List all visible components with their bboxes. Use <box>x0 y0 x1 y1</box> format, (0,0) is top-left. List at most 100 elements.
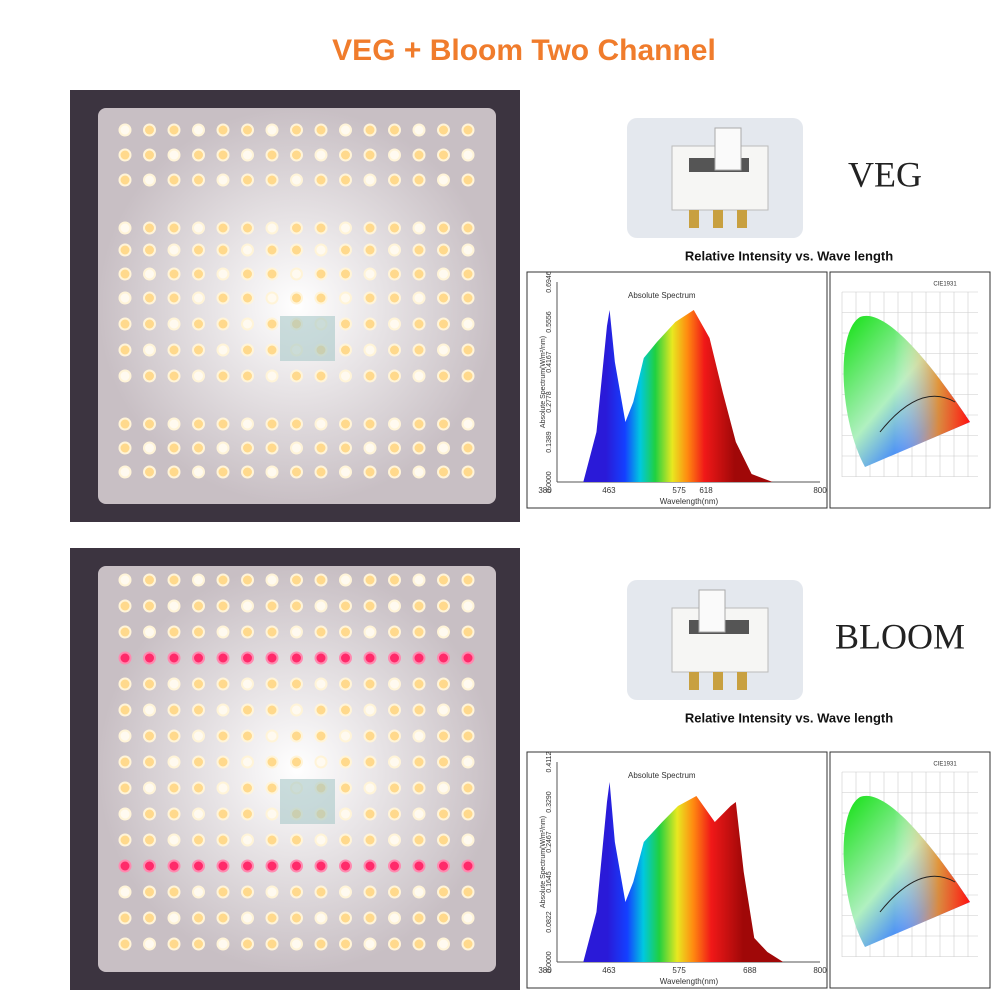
led <box>437 833 450 847</box>
led <box>118 911 132 925</box>
switch-pin <box>713 672 723 690</box>
led <box>339 173 352 187</box>
led <box>363 173 377 187</box>
led <box>388 807 401 821</box>
led <box>314 465 328 479</box>
led <box>290 465 303 479</box>
led <box>118 703 132 717</box>
led <box>314 937 328 951</box>
led <box>216 599 230 613</box>
led <box>363 417 377 431</box>
led <box>265 243 279 257</box>
led <box>265 651 279 665</box>
mode-label: VEG <box>848 154 922 194</box>
led <box>192 651 205 665</box>
planckian-locus <box>879 395 956 433</box>
x-tick-label: 800 <box>813 966 827 975</box>
led <box>363 441 377 455</box>
led <box>314 703 328 717</box>
led <box>363 755 377 769</box>
led <box>265 221 279 235</box>
led <box>167 221 181 235</box>
y-axis-label: Absolute Spectrum(W/m²/nm) <box>540 816 547 908</box>
led <box>265 573 279 587</box>
led <box>339 625 352 639</box>
led <box>265 148 279 162</box>
led <box>290 755 303 769</box>
led <box>192 625 205 639</box>
led <box>241 859 254 873</box>
led <box>388 267 401 281</box>
led <box>363 833 377 847</box>
led <box>192 343 205 357</box>
led <box>388 317 401 331</box>
led <box>118 267 132 281</box>
cie-locus-red <box>843 795 970 947</box>
led <box>143 755 156 769</box>
led <box>216 417 230 431</box>
led <box>461 937 475 951</box>
led <box>437 729 450 743</box>
led <box>339 729 352 743</box>
led <box>265 369 279 383</box>
led <box>290 243 303 257</box>
led <box>461 781 475 795</box>
switch-knob <box>698 589 726 633</box>
led <box>192 221 205 235</box>
led <box>388 833 401 847</box>
led <box>339 573 352 587</box>
led <box>143 703 156 717</box>
led <box>412 677 426 691</box>
x-tick-label: 463 <box>602 966 616 975</box>
led <box>143 833 156 847</box>
led <box>363 317 377 331</box>
switch-pin <box>689 210 699 228</box>
led <box>339 677 352 691</box>
led <box>437 465 450 479</box>
led <box>241 267 254 281</box>
led <box>339 148 352 162</box>
led <box>216 291 230 305</box>
led <box>143 573 156 587</box>
led <box>314 625 328 639</box>
x-tick-label: 575 <box>672 966 686 975</box>
led <box>290 703 303 717</box>
led <box>412 859 426 873</box>
led <box>167 148 181 162</box>
led <box>167 267 181 281</box>
led <box>241 148 254 162</box>
led <box>388 243 401 257</box>
led <box>412 781 426 795</box>
led <box>388 573 401 587</box>
led <box>290 441 303 455</box>
led <box>167 833 181 847</box>
led <box>388 599 401 613</box>
led <box>265 937 279 951</box>
led <box>216 677 230 691</box>
led <box>192 677 205 691</box>
led <box>290 651 303 665</box>
led <box>388 859 401 873</box>
led <box>216 123 230 137</box>
led <box>412 123 426 137</box>
led <box>412 317 426 331</box>
led <box>314 267 328 281</box>
led <box>143 221 156 235</box>
led <box>167 807 181 821</box>
led <box>461 703 475 717</box>
led <box>437 267 450 281</box>
led <box>339 465 352 479</box>
led <box>265 859 279 873</box>
led <box>143 317 156 331</box>
y-tick-label: 0.2778 <box>546 391 553 413</box>
y-tick-label: 0.4112 <box>546 751 553 772</box>
led <box>216 573 230 587</box>
led <box>437 417 450 431</box>
led <box>265 885 279 899</box>
x-tick-label: 688 <box>743 966 757 975</box>
led <box>167 859 181 873</box>
led <box>192 441 205 455</box>
led <box>167 625 181 639</box>
led <box>192 781 205 795</box>
led <box>216 221 230 235</box>
